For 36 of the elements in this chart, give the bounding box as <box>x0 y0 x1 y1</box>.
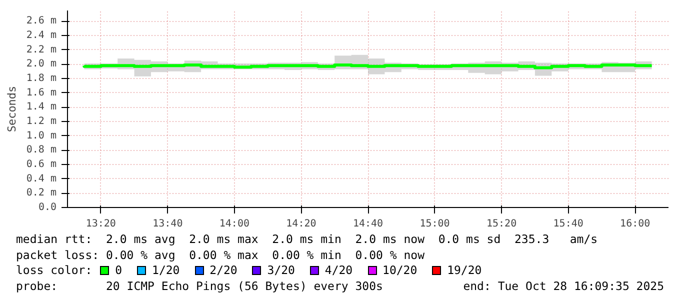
legend-label: 19/20 <box>447 263 482 277</box>
text: packet loss: 0.00 % avg 0.00 % max 0.00 % min 0.00 % now <box>16 248 424 262</box>
x-tick-label: 15:00 <box>420 218 450 230</box>
legend-label: 0 <box>115 263 122 277</box>
legend-label: 10/20 <box>382 263 418 277</box>
y-tick-label: 1.4 m <box>26 102 57 113</box>
x-tick-label: 14:40 <box>352 218 384 230</box>
text: median rtt: 2.0 ms avg 2.0 ms max 2.0 ms min 2.0 ms now 0.0 ms sd 235.3 am/s <box>16 232 598 246</box>
x-tick-label: 16:00 <box>620 218 650 230</box>
legend-label: 3/20 <box>267 263 295 277</box>
y-tick-label: 0.2 m <box>26 188 57 199</box>
y-tick-label: 0.8 m <box>26 144 57 156</box>
legend-label: 1/20 <box>152 263 180 277</box>
legend-label: 4/20 <box>324 263 353 277</box>
text: end: Tue Oct 28 16:09:35 2025 <box>463 278 664 294</box>
x-tick-label: 14:00 <box>219 218 250 230</box>
y-tick-label: 2.0 m <box>26 58 57 70</box>
y-tick-label: 0.4 m <box>26 173 57 184</box>
y-tick-label: 1.0 m <box>26 130 57 142</box>
y-tick-label: 1.2 m <box>26 116 57 128</box>
y-tick-label: 2.4 m <box>26 30 57 42</box>
x-tick-label: 13:20 <box>86 218 116 230</box>
legend-label: 2/20 <box>210 263 238 277</box>
y-tick-label: 2.2 m <box>26 44 57 56</box>
y-tick-label: 1.6 m <box>26 87 57 98</box>
y-tick-label: 0.6 m <box>26 159 57 170</box>
y-tick-label: 0.0 <box>38 202 56 213</box>
y-axis-title: Seconds <box>5 86 18 132</box>
x-tick-label: 15:20 <box>486 218 517 230</box>
legend-title: loss color: <box>16 263 92 277</box>
text: probe: 20 ICMP Echo Pings (56 Bytes) every 300s <box>16 278 383 292</box>
x-tick-label: 14:20 <box>286 218 316 230</box>
x-tick-label: 13:40 <box>152 218 183 230</box>
x-tick-label: 15:40 <box>553 218 584 230</box>
y-tick-label: 1.8 m <box>26 73 57 84</box>
y-tick-label: 2.6 m <box>26 16 57 27</box>
